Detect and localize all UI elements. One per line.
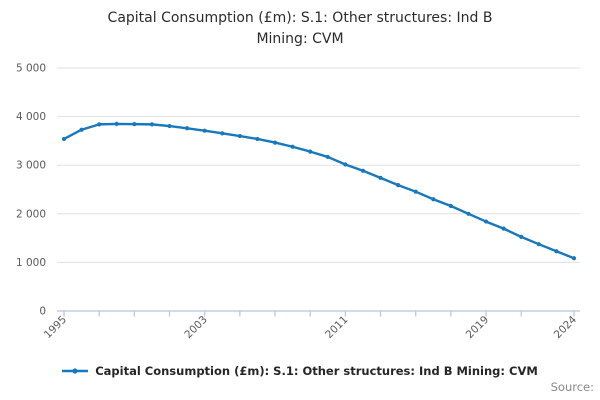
y-tick-label: 0	[39, 306, 46, 318]
y-tick-label: 3 000	[16, 160, 46, 172]
data-point	[272, 140, 278, 145]
legend-line-marker-icon	[62, 368, 89, 374]
data-point	[343, 162, 348, 167]
x-tick-label: 1995	[42, 314, 69, 341]
data-point	[483, 219, 489, 224]
data-point	[571, 256, 577, 261]
data-point	[325, 154, 330, 160]
data-point	[79, 127, 84, 132]
data-point	[167, 123, 172, 129]
data-point	[290, 144, 295, 149]
data-point	[132, 122, 137, 127]
legend-label: Capital Consumption (£m): S.1: Other str…	[95, 364, 538, 378]
data-point	[202, 128, 207, 133]
data-point	[237, 133, 242, 139]
data-point	[431, 197, 436, 202]
x-tick-label: 2024	[552, 313, 580, 341]
data-point	[220, 131, 225, 136]
x-tick-label: 2003	[182, 314, 209, 341]
data-point	[519, 234, 524, 239]
data-point	[114, 121, 119, 126]
data-point	[396, 183, 401, 188]
y-tick-label: 1 000	[16, 257, 46, 269]
data-point	[185, 126, 190, 131]
y-tick-label: 4 000	[16, 111, 46, 123]
data-point	[149, 122, 155, 127]
data-point	[536, 242, 541, 247]
chart-title: Capital Consumption (£m): S.1: Other str…	[0, 8, 600, 50]
data-point	[378, 175, 383, 180]
series-line	[62, 122, 576, 260]
chart-title-line-2: Mining: CVM	[256, 31, 344, 47]
y-tick-label: 5 000	[16, 63, 46, 75]
data-point	[413, 189, 418, 194]
data-point	[308, 149, 313, 154]
data-point	[360, 168, 366, 173]
data-point	[61, 136, 67, 142]
data-point	[97, 122, 102, 127]
data-point	[554, 249, 559, 254]
y-tick-label: 2 000	[16, 208, 46, 220]
chart-title-line-1: Capital Consumption (£m): S.1: Other str…	[107, 10, 493, 26]
data-point	[466, 211, 471, 216]
data-point	[448, 203, 453, 209]
source-label: Source:	[550, 380, 594, 394]
x-tick-label: 2019	[464, 314, 491, 341]
data-point	[255, 136, 260, 142]
legend: Capital Consumption (£m): S.1: Other str…	[0, 362, 600, 380]
data-point	[501, 226, 506, 231]
x-tick-label: 2011	[323, 314, 350, 341]
